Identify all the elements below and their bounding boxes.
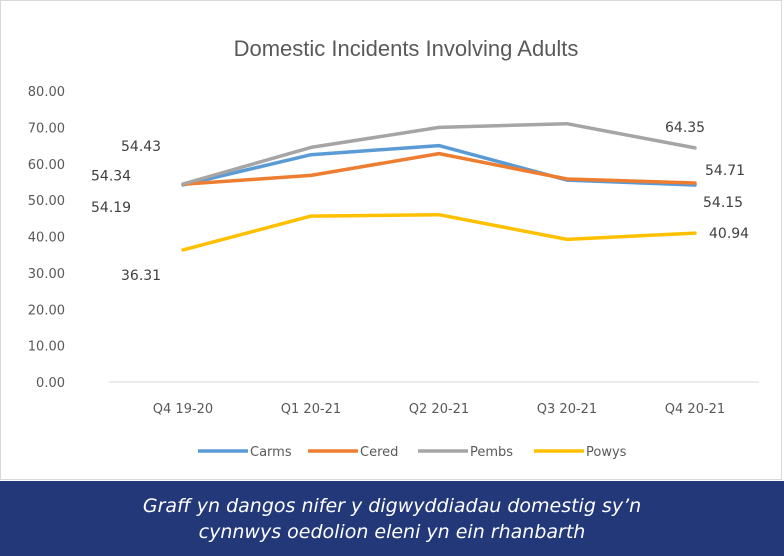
data-label-pembs: 64.35	[665, 120, 705, 136]
x-tick-label: Q4 20-21	[665, 402, 725, 417]
y-axis: 0.00 10.00 20.00 30.00 40.00 50.00 60.00 70.00 8…	[28, 85, 65, 391]
legend-item-cered: Cered	[308, 445, 398, 460]
x-tick-label: Q2 20-21	[409, 402, 469, 417]
legend-label: Powys	[586, 445, 627, 460]
y-tick-label: 80.00	[28, 85, 65, 100]
x-axis: Q4 19-20 Q1 20-21 Q2 20-21 Q3 20-21 Q4 20-21	[153, 402, 725, 417]
data-labels: 54.19 54.15 54.34 54.71 54.43 64.35 36.31 40.94	[91, 120, 749, 284]
y-tick-label: 40.00	[28, 231, 65, 246]
data-label-cered: 54.34	[91, 168, 131, 184]
legend-item-pembs: Pembs	[418, 445, 513, 460]
line-chart: Domestic Incidents Involving Adults 0.00…	[28, 36, 759, 460]
caption-line-2: cynnwys oedolion eleni yn ein rhanbarth	[198, 520, 586, 543]
data-label-powys: 36.31	[121, 268, 161, 284]
data-label-pembs: 54.43	[121, 139, 161, 155]
series-lines	[181, 121, 697, 252]
x-tick-label: Q4 19-20	[153, 402, 213, 417]
y-tick-label: 10.00	[28, 340, 65, 355]
data-label-carms: 54.19	[91, 200, 131, 216]
chart-area: Domestic Incidents Involving Adults 0.00…	[0, 0, 782, 480]
chart-title: Domestic Incidents Involving Adults	[234, 36, 579, 61]
caption-banner: Graff yn dangos nifer y digwyddiadau dom…	[0, 481, 784, 556]
caption-line-1: Graff yn dangos nifer y digwyddiadau dom…	[142, 494, 642, 517]
legend-item-powys: Powys	[534, 445, 627, 460]
series-line-cered	[181, 151, 697, 187]
y-tick-label: 20.00	[28, 303, 65, 318]
y-tick-label: 60.00	[28, 158, 65, 173]
legend-item-carms: Carms	[198, 445, 292, 460]
data-label-cered: 54.71	[705, 163, 745, 179]
series-line-powys	[181, 212, 697, 252]
y-tick-label: 70.00	[28, 121, 65, 136]
x-tick-label: Q3 20-21	[537, 402, 597, 417]
series-line-pembs	[181, 121, 697, 186]
x-tick-label: Q1 20-21	[281, 402, 341, 417]
caption-text: Graff yn dangos nifer y digwyddiadau dom…	[143, 493, 641, 545]
y-tick-label: 30.00	[28, 267, 65, 282]
legend-label: Pembs	[470, 445, 513, 460]
legend-label: Cered	[360, 445, 398, 460]
data-label-powys: 40.94	[709, 226, 749, 242]
legend: Carms Cered Pembs Powys	[198, 445, 627, 460]
y-tick-label: 0.00	[36, 376, 65, 391]
data-label-carms: 54.15	[703, 195, 743, 211]
y-tick-label: 50.00	[28, 194, 65, 209]
legend-label: Carms	[250, 445, 292, 460]
